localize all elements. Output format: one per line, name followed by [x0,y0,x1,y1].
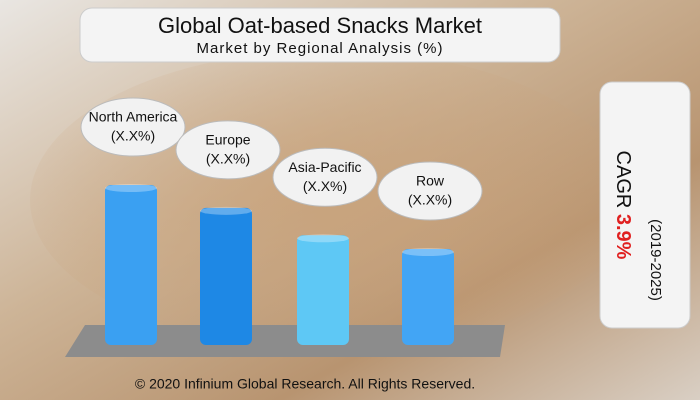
bar [105,185,157,345]
value-label: (X.X%) [206,151,250,167]
label-bubble [175,120,281,180]
cagr-value: 3.9% [612,214,634,260]
cagr-period: (2019-2025) [647,219,664,301]
chart-title: Global Oat-based Snacks Market [158,13,482,38]
category-label: Asia-Pacific [288,159,361,175]
bar [402,249,454,345]
platform [65,325,505,357]
bar [297,235,349,345]
category-label: North America [89,109,178,125]
footer: © 2020 Infinium Global Research. All Rig… [135,376,475,392]
bar-top [402,248,454,256]
label-bubble [80,97,186,157]
title-box [79,7,561,63]
bar [200,207,252,345]
label-bubble [377,161,483,221]
value-label: (X.X%) [408,192,452,208]
bar-top [200,206,252,215]
cagr-label: CAGR [612,151,634,209]
cagr-text: CAGR 3.9% [612,151,634,260]
category-label: Europe [205,132,250,148]
bar-top [105,184,157,192]
value-label: (X.X%) [303,178,347,194]
chart-subtitle: Market by Regional Analysis (%) [197,40,444,57]
bar-top [297,234,349,243]
cagr-box [599,81,691,329]
label-bubble [272,147,378,207]
value-label: (X.X%) [111,128,155,144]
category-label: Row [416,173,445,189]
